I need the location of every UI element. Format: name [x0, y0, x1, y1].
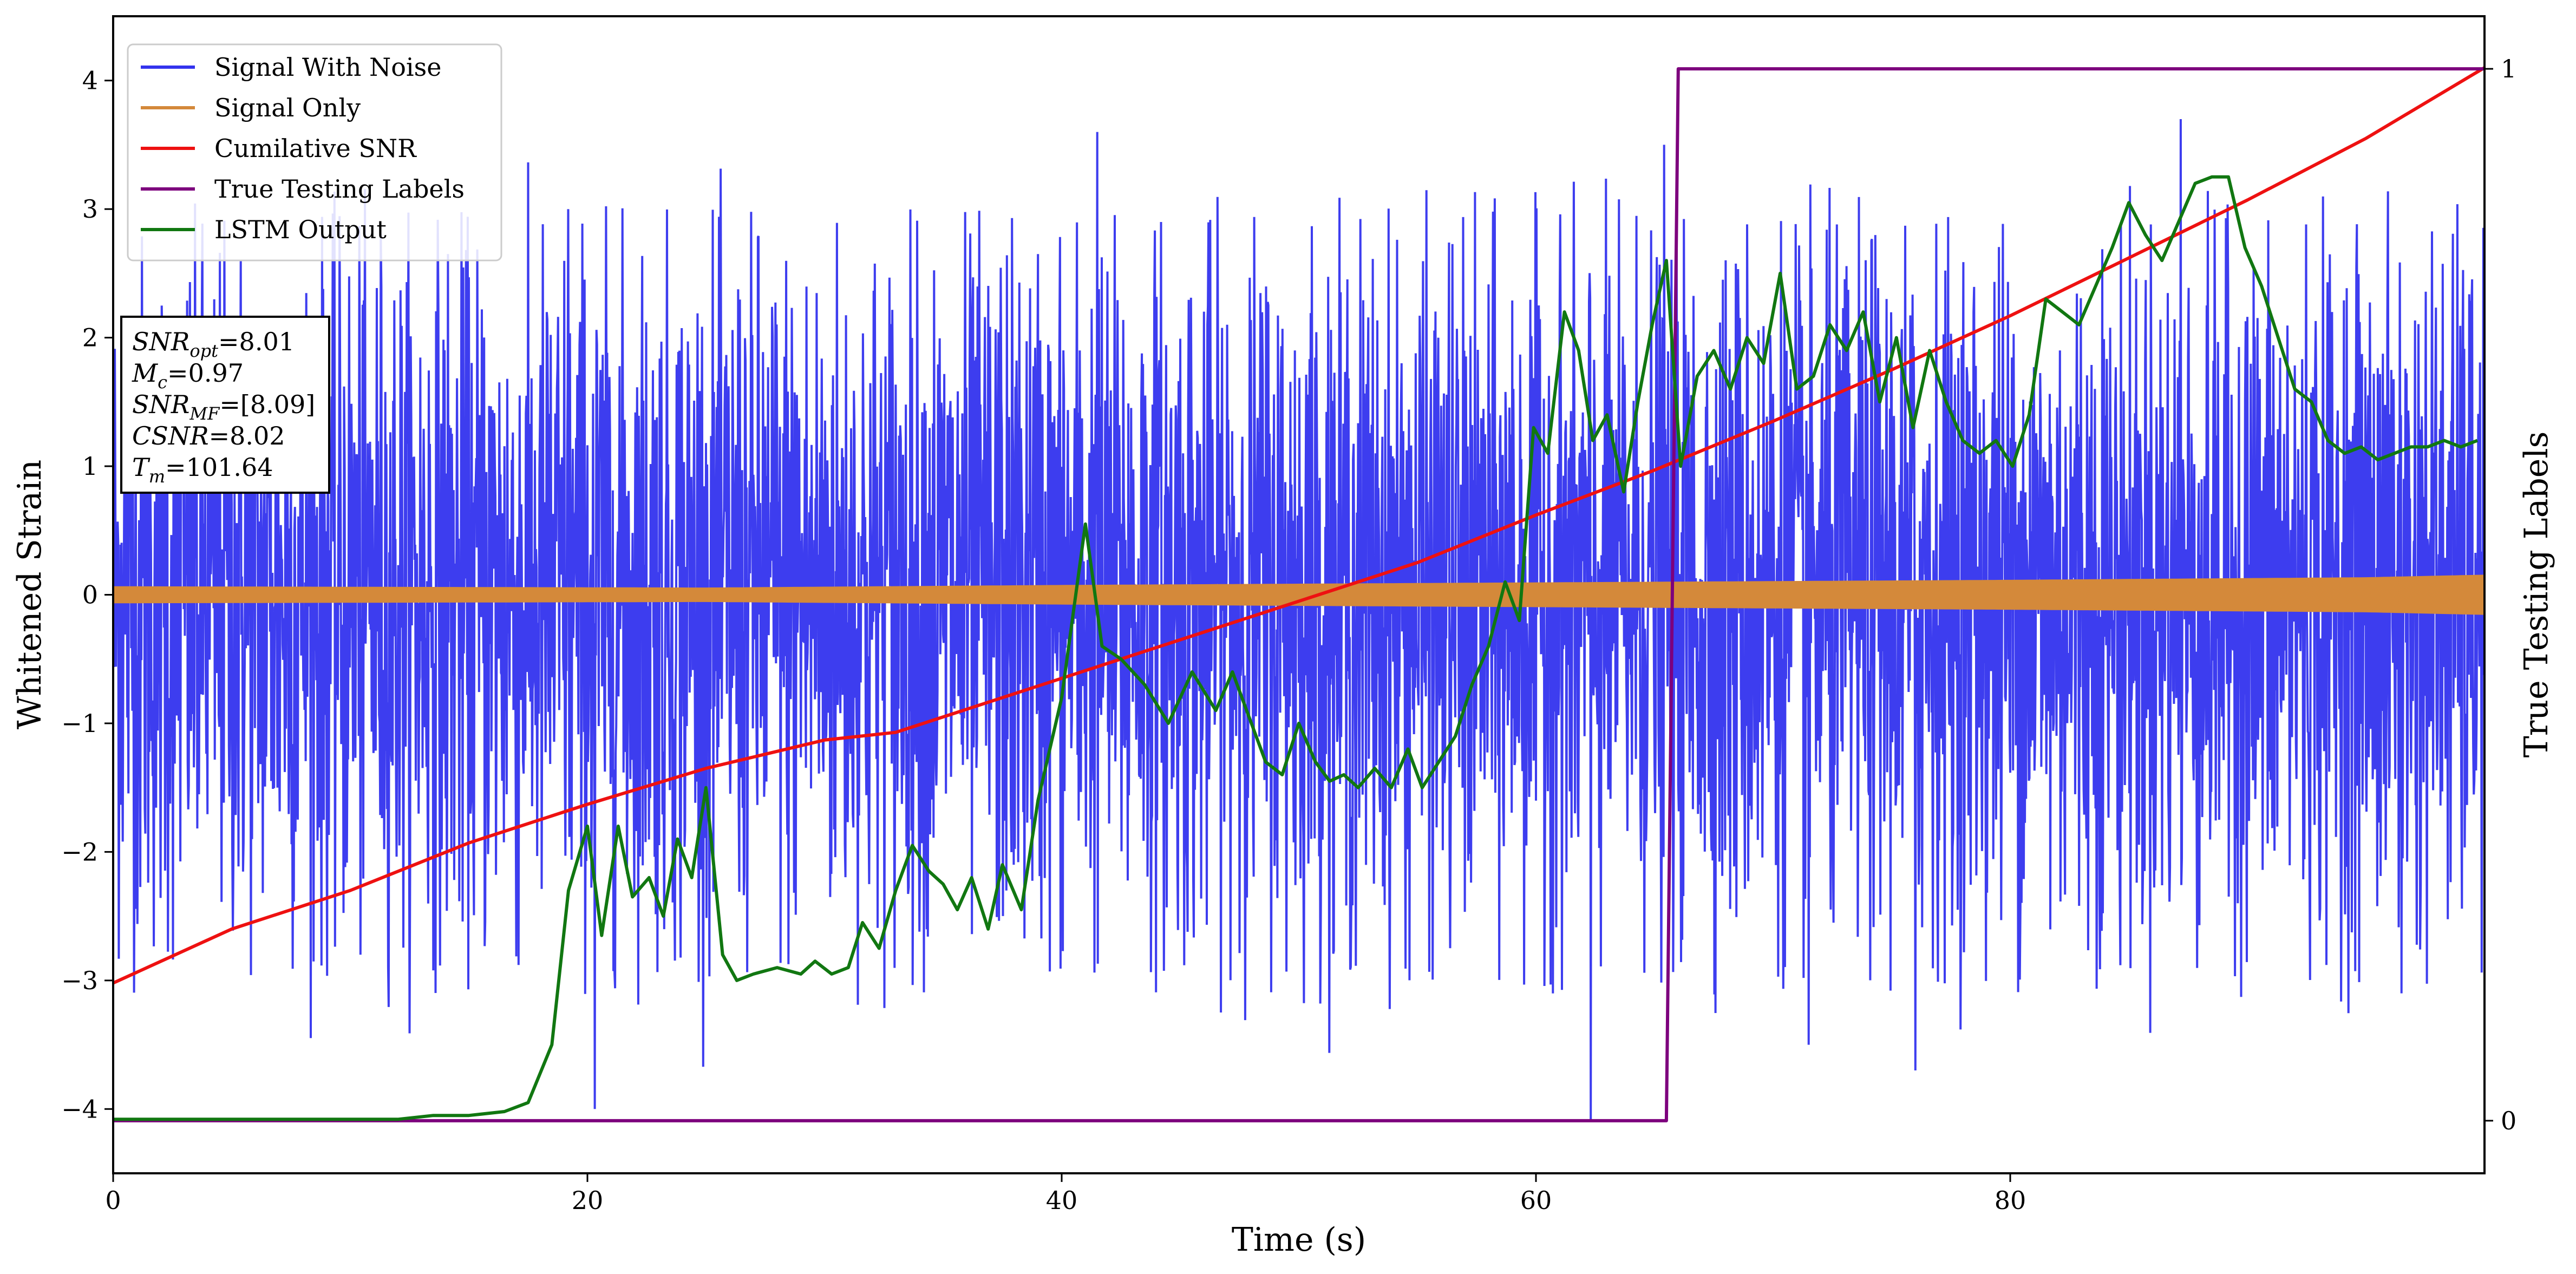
info-key: T: [132, 453, 151, 482]
legend-box: [127, 43, 502, 262]
legend-label: True Testing Labels: [214, 174, 465, 204]
info-value: =0.97: [167, 358, 244, 388]
info-line: SNRopt=8.01: [132, 327, 295, 361]
y-tick-label: 3: [82, 194, 98, 224]
x-axis-label: Time (s): [1232, 1221, 1366, 1259]
y-tick-label: −3: [61, 966, 98, 995]
y-tick-label: 0: [82, 580, 98, 610]
y2-axis: 01: [2485, 54, 2516, 1135]
info-key: SNR: [132, 327, 189, 356]
x-tick-label: 0: [105, 1186, 121, 1215]
y2-tick-label: 0: [2501, 1106, 2516, 1135]
legend: Signal With Noise Signal Only Cumilative S…: [127, 43, 502, 262]
series-signal-only-band: [113, 574, 2485, 615]
y-tick-label: −4: [61, 1094, 98, 1123]
y-tick-label: −2: [61, 837, 98, 866]
x-axis: 0 20 40 60 80: [105, 1173, 2026, 1215]
info-line: SNRMF=[8.09]: [132, 390, 315, 424]
info-sub: opt: [189, 341, 218, 361]
info-sub: m: [149, 466, 165, 487]
y-tick-label: −1: [61, 709, 98, 738]
legend-label: Signal With Noise: [214, 53, 441, 82]
info-sub: c: [158, 372, 167, 393]
y-tick-label: 2: [82, 323, 98, 352]
plot-area: [113, 66, 2485, 1122]
info-line: CSNR=8.02: [132, 421, 285, 450]
info-key: M: [132, 358, 159, 388]
x-tick-label: 60: [1520, 1186, 1552, 1215]
x-tick-label: 20: [572, 1186, 604, 1215]
info-key: CSNR: [132, 421, 209, 450]
x-tick-label: 80: [1995, 1186, 2026, 1215]
info-line: Mc=0.97: [132, 358, 244, 393]
info-line: Tm=101.64: [132, 453, 273, 487]
y-axis-label: Whitened Strain: [11, 460, 49, 729]
y2-axis-label: True Testing Labels: [2518, 432, 2555, 758]
y-tick-label: 1: [82, 452, 98, 481]
y-tick-label: 4: [82, 66, 98, 95]
info-box-frame: [120, 316, 330, 494]
y-axis: −4 −3 −2 −1 0 1 2 3 4: [61, 66, 113, 1123]
series-lstm-output-line: [113, 175, 2478, 1121]
series-cumilative-snr-line: [113, 66, 2485, 985]
info-value: =8.01: [218, 327, 295, 356]
x-tick-label: 40: [1046, 1186, 1078, 1215]
series-true-testing-labels-line: [113, 67, 2485, 1122]
info-value: =8.02: [209, 421, 285, 450]
info-box: SNRopt=8.01Mc=0.97SNRMF=[8.09]CSNR=8.02T…: [120, 316, 330, 494]
info-value: =101.64: [165, 453, 273, 482]
legend-label: Signal Only: [214, 93, 361, 122]
legend-label: Cumilative SNR: [214, 134, 417, 163]
legend-label: LSTM Output: [214, 215, 387, 244]
y2-tick-label: 1: [2501, 54, 2516, 83]
info-sub: MF: [189, 403, 220, 424]
info-key: SNR: [132, 390, 189, 419]
info-value: =[8.09]: [219, 390, 315, 419]
